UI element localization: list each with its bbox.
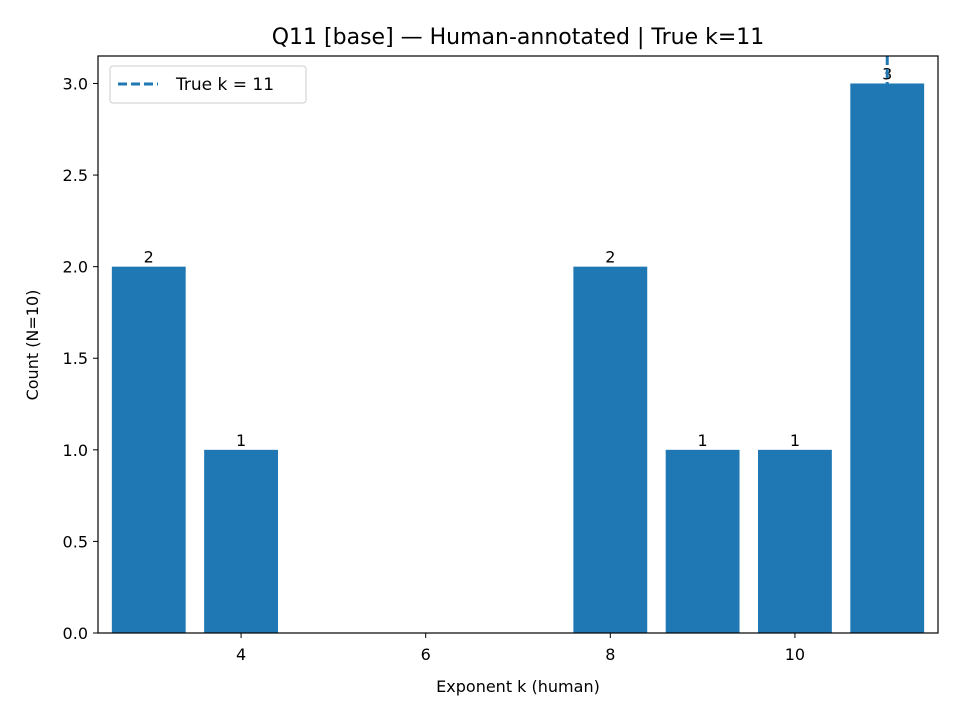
- x-tick-label: 6: [421, 645, 431, 664]
- y-tick-label: 2.0: [63, 258, 88, 277]
- x-axis-ticks: 4 6 8 10: [236, 633, 805, 664]
- chart-title: Q11 [base] — Human-annotated | True k=11: [272, 25, 765, 50]
- y-tick-label: 1.5: [63, 349, 88, 368]
- bar-k-3: [111, 266, 186, 633]
- bar-labels: 212113: [144, 64, 893, 449]
- bar-k-9: [665, 449, 740, 633]
- bar-value-label: 1: [790, 431, 800, 450]
- legend-box: [109, 65, 307, 104]
- y-tick-label: 3.0: [63, 74, 88, 93]
- y-tick-label: 1.0: [63, 441, 88, 460]
- bar-k-10: [758, 449, 832, 633]
- bars: [111, 83, 925, 633]
- x-tick-label: 8: [605, 645, 615, 664]
- bar-value-label: 1: [236, 431, 246, 450]
- y-tick-label: 2.5: [63, 166, 88, 185]
- x-tick-label: 4: [236, 645, 246, 664]
- plot-frame: [97, 55, 939, 634]
- y-axis-ticks: 0.0 0.5 1.0 1.5 2.0 2.5 3.0: [63, 74, 98, 643]
- legend: True k = 11: [109, 65, 307, 104]
- y-tick-label: 0.0: [63, 624, 88, 643]
- x-tick-label: 10: [785, 645, 805, 664]
- y-axis-label: Count (N=10): [23, 290, 42, 401]
- y-tick-label: 0.5: [63, 532, 88, 551]
- legend-label: True k = 11: [175, 75, 274, 95]
- bar-value-label: 1: [698, 431, 708, 450]
- bar-k-4: [204, 449, 278, 633]
- x-axis-label: Exponent k (human): [436, 677, 600, 696]
- bar-k-8: [573, 266, 648, 633]
- bar-value-label: 2: [605, 248, 615, 267]
- bar-value-label: 2: [144, 248, 154, 267]
